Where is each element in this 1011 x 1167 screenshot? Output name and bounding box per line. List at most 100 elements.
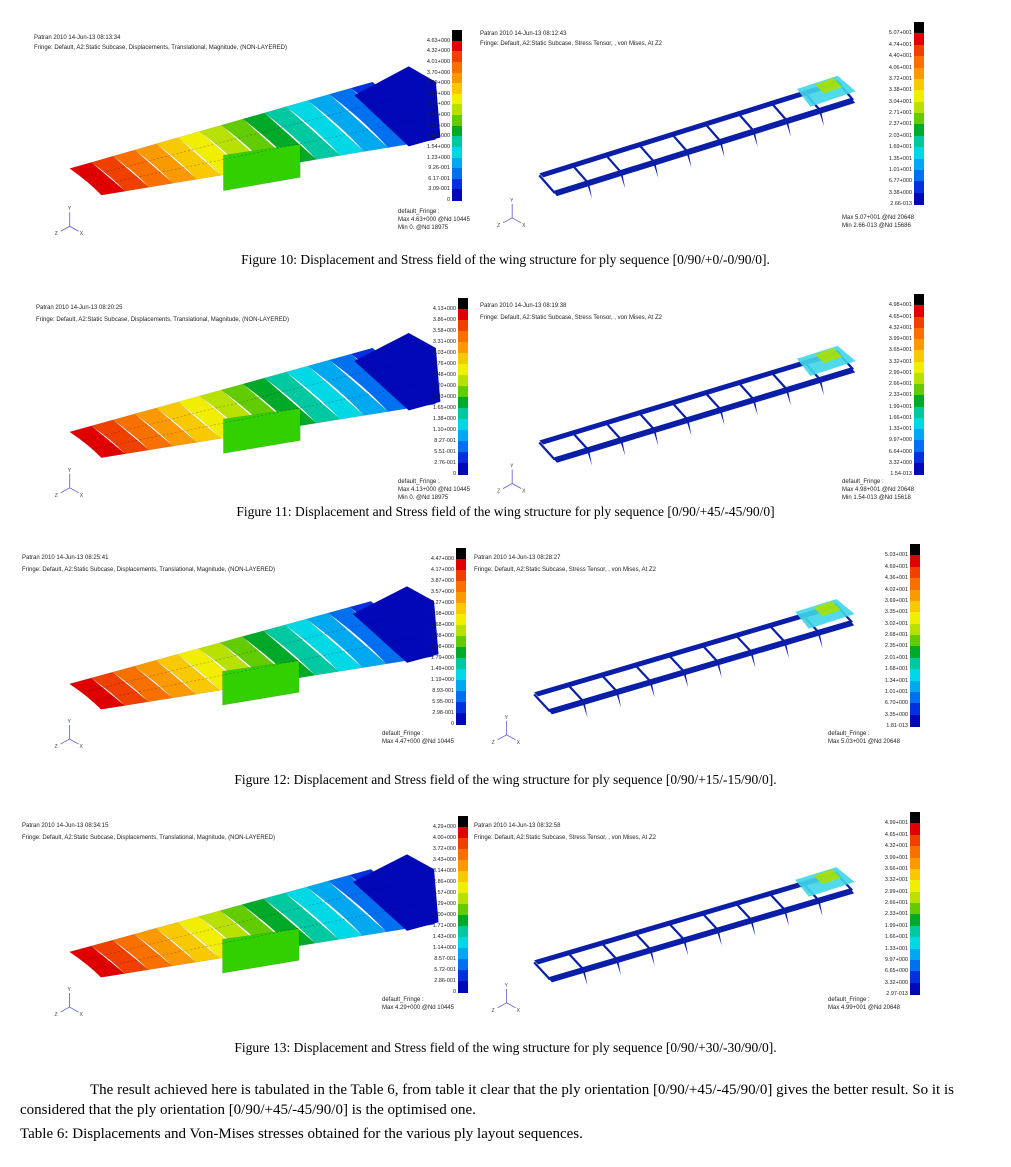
- wing-rib: [734, 634, 753, 653]
- legend-color-swatch: [456, 691, 466, 703]
- legend-color-swatch: [452, 83, 462, 95]
- legend-color-swatch: [452, 146, 462, 158]
- rib-flange: [715, 927, 722, 946]
- legend-color-swatch: [458, 860, 468, 872]
- legend-color-swatch: [914, 78, 924, 91]
- legend-color-swatch: [452, 30, 462, 42]
- legend-tick-label: 4.02+001: [884, 586, 908, 593]
- legend-color-swatch: [914, 384, 924, 396]
- axis-z-label: Z: [497, 223, 500, 229]
- wing-contour-band: [90, 671, 150, 706]
- wing-rib: [600, 941, 618, 961]
- legend-tick-label: 2.99+001: [888, 369, 912, 376]
- wing-contour-band: [284, 886, 364, 940]
- legend-tick-label: 9.97+000: [888, 437, 912, 444]
- legend-tick-label: 3.35+000: [884, 711, 908, 718]
- legend-color-swatch: [910, 555, 920, 568]
- rib-flange: [784, 118, 791, 137]
- axis-triad-icon: Y Z X: [55, 987, 84, 1018]
- wing-skeleton: [538, 75, 856, 199]
- fig10-stress-panel: Patran 2010 14-Jun-13 08:12:43 Fringe: D…: [476, 18, 928, 240]
- axis-x-label: X: [522, 489, 526, 495]
- wing-contour-band: [133, 660, 197, 699]
- wing-contour-band: [134, 143, 198, 184]
- wing-contour-band: [263, 371, 341, 424]
- fig11-disp-info3: Min 0. @Nd 18975: [398, 495, 449, 501]
- legend-tick-label: 5.51-001: [434, 449, 456, 455]
- rib-flange: [782, 908, 789, 927]
- legend-tick-label: 3.43+000: [432, 857, 456, 863]
- wing-rib: [671, 401, 689, 421]
- axis-triad-icon: Y Z X: [55, 206, 84, 237]
- wing-contour-band: [284, 618, 364, 672]
- legend-tick-label: 2.16+000: [426, 122, 450, 129]
- wing-contour-band: [69, 677, 126, 710]
- legend-color-swatch: [914, 113, 924, 125]
- wing-contour: [69, 66, 441, 196]
- axis-z-label: Z: [55, 231, 58, 237]
- wing-contour-band: [328, 87, 413, 148]
- legend-color-swatch: [458, 320, 468, 332]
- fig12-wing-stress-plot: Y Z X: [492, 599, 855, 746]
- legend-tick-label: 3.32+001: [884, 877, 908, 884]
- legend-tick-label: 1.66+001: [888, 414, 912, 421]
- legend-tick-label: 1.85+000: [426, 133, 450, 140]
- legend-tick-label: 1.49+000: [430, 666, 454, 672]
- axis-y-label: Y: [505, 715, 509, 721]
- legend-color-swatch: [452, 125, 462, 137]
- legend-color-swatch: [914, 181, 924, 194]
- wing-rib: [704, 391, 722, 411]
- wing-contour-band: [327, 606, 411, 665]
- legend-tick-label: 3.32+000: [888, 459, 912, 466]
- axis-triad-icon: Y Z X: [492, 983, 521, 1014]
- wing-root-block: [352, 586, 439, 663]
- axis-z-label: Z: [55, 744, 58, 750]
- stress-hotspot-peak: [815, 348, 843, 364]
- rib-flange: [749, 650, 756, 668]
- wing-contour-band: [112, 413, 174, 451]
- fig11-stress-info1: default_Fringe :: [842, 479, 884, 485]
- wing-contour-band: [133, 928, 197, 967]
- fig13-disp-info1: default_Fringe :: [382, 997, 424, 1003]
- wing-rib: [770, 102, 788, 122]
- fig13-stress-panel: Patran 2010 14-Jun-13 08:32:58 Fringe: D…: [470, 812, 928, 1024]
- legend-color-swatch: [452, 157, 462, 169]
- legend-color-swatch: [452, 115, 462, 127]
- fig12-stress-legend: 5.03+001 4.69+001 4.36+001 4.02+001 3.69+001…: [885, 544, 924, 729]
- rib-flange: [784, 387, 791, 406]
- fig12-displacement-panel: Patran 2010 14-Jun-13 08:25:41 Fringe: D…: [20, 544, 470, 756]
- wing-contour-band: [134, 407, 198, 447]
- legend-color-swatch: [452, 178, 462, 190]
- wing-contour-band: [285, 100, 365, 156]
- fig13-stress-info: default_Fringe : Max 4.99+001 @Nd 20648: [828, 996, 900, 1012]
- rib-flange: [749, 918, 756, 936]
- wing-contour-band: [90, 155, 150, 192]
- wing-rib: [566, 951, 585, 971]
- legend-color-swatch: [456, 548, 466, 560]
- legend-color-swatch: [914, 101, 924, 114]
- legend-color-swatch: [458, 849, 468, 861]
- axis-z-label: Z: [492, 1008, 495, 1014]
- fig11-stress-title1: Patran 2010 14-Jun-13 08:19:38: [480, 303, 567, 309]
- legend-tick-label: 4.65+001: [884, 831, 908, 838]
- legend-tick-label: 3.31+000: [432, 339, 456, 345]
- legend-color-swatch: [458, 298, 468, 310]
- fig12-stress-title1: Patran 2010 14-Jun-13 08:28:27: [474, 555, 561, 561]
- legend-tick-label: 1.69+001: [888, 144, 912, 151]
- axis-z-label: Z: [55, 493, 58, 499]
- legend-tick-label: 3.72+000: [432, 846, 456, 852]
- wing-rib: [737, 112, 755, 132]
- fig13-stress-title1: Patran 2010 14-Jun-13 08:32:58: [474, 823, 561, 829]
- legend-tick-label: 4.47+000: [430, 556, 454, 562]
- legend-tick-label: 8.57-001: [434, 956, 456, 962]
- legend-color-swatch: [458, 331, 468, 343]
- fig10-disp-title2: Fringe: Default, A2:Static Subcase, Disp…: [34, 45, 287, 51]
- legend-color-swatch: [910, 589, 920, 602]
- legend-color-swatch: [910, 578, 920, 590]
- axis-x-label: X: [517, 740, 521, 746]
- rib-flange: [751, 397, 758, 416]
- legend-tick-label: 4.32+001: [884, 843, 908, 850]
- legend-color-swatch: [458, 386, 468, 398]
- rib-flange: [715, 659, 722, 678]
- legend-color-swatch: [910, 971, 920, 984]
